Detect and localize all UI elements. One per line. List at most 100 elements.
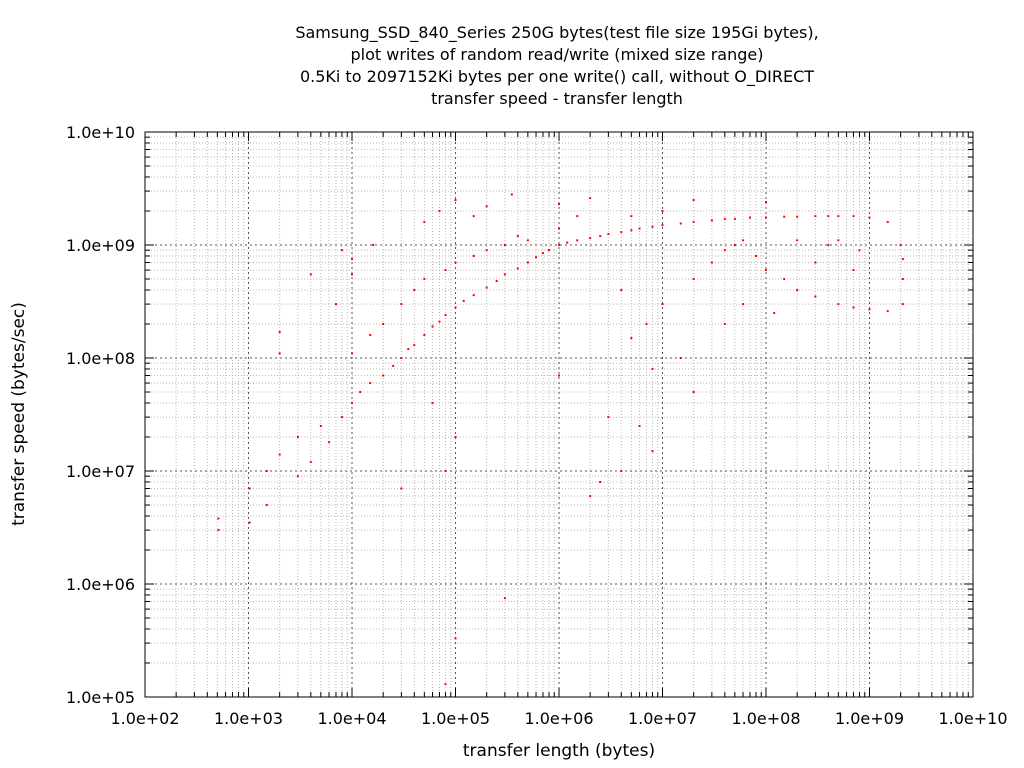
data-point — [796, 288, 799, 291]
data-point — [645, 322, 648, 325]
data-point — [400, 357, 403, 359]
data-point — [431, 325, 434, 328]
data-point — [692, 278, 695, 281]
x-tick-label: 1.0e+10 — [938, 709, 1007, 728]
data-point — [462, 299, 465, 302]
data-point — [742, 239, 745, 242]
y-tick-label: 1.0e+08 — [66, 349, 135, 368]
data-point — [454, 306, 457, 309]
data-point — [382, 374, 385, 377]
x-tick-label: 1.0e+05 — [421, 709, 490, 728]
data-point — [503, 273, 506, 276]
data-point — [661, 209, 664, 212]
data-point — [814, 261, 817, 264]
data-point — [351, 352, 353, 355]
data-point — [886, 310, 889, 313]
data-point — [309, 461, 312, 464]
data-point — [423, 220, 426, 223]
data-point — [438, 320, 441, 323]
data-point — [620, 470, 623, 472]
data-point — [651, 450, 654, 453]
data-point — [541, 251, 544, 254]
data-point — [651, 367, 654, 370]
x-tick-label: 1.0e+07 — [628, 709, 697, 728]
data-point — [733, 217, 736, 220]
data-point — [599, 235, 602, 238]
data-point — [369, 333, 372, 336]
data-point — [558, 374, 560, 377]
data-point — [526, 239, 529, 242]
data-point — [535, 256, 538, 259]
data-point — [309, 273, 312, 276]
data-point — [638, 227, 641, 230]
data-point — [651, 225, 654, 228]
data-point — [858, 249, 861, 252]
data-point — [742, 303, 745, 306]
data-point — [723, 217, 726, 220]
data-point — [495, 280, 498, 283]
data-point — [576, 239, 579, 242]
data-point — [765, 216, 767, 219]
x-tick-label: 1.0e+06 — [524, 709, 593, 728]
data-point — [485, 249, 488, 252]
data-point — [444, 683, 447, 686]
data-point — [351, 401, 353, 404]
data-point — [485, 286, 488, 289]
data-point — [837, 215, 840, 218]
data-point — [351, 273, 353, 276]
data-point — [901, 278, 904, 281]
data-point — [638, 425, 641, 428]
data-point — [589, 495, 592, 498]
data-point — [413, 288, 416, 291]
x-tick-label: 1.0e+02 — [110, 709, 179, 728]
y-tick-label: 1.0e+07 — [66, 462, 135, 481]
data-point — [217, 529, 220, 532]
data-point — [661, 303, 664, 306]
x-tick-label: 1.0e+08 — [731, 709, 800, 728]
data-point — [296, 475, 299, 478]
data-point — [369, 382, 372, 385]
data-point — [400, 487, 403, 490]
data-point — [852, 269, 855, 272]
data-point — [599, 480, 602, 483]
data-point — [765, 269, 767, 272]
data-point — [265, 504, 268, 507]
data-point — [723, 322, 726, 325]
data-point — [431, 401, 434, 404]
major-gridlines — [145, 132, 973, 697]
data-point — [901, 303, 904, 306]
data-point — [516, 235, 519, 238]
data-point — [334, 303, 337, 306]
data-point — [265, 470, 268, 472]
data-point — [692, 391, 695, 394]
data-point — [454, 199, 457, 202]
data-point — [814, 215, 817, 218]
data-point — [503, 597, 506, 600]
data-point — [444, 314, 447, 317]
data-point — [692, 220, 695, 223]
data-point — [852, 306, 855, 309]
data-point — [589, 237, 592, 240]
data-point — [372, 244, 375, 246]
y-tick-label: 1.0e+09 — [66, 236, 135, 255]
data-point — [472, 294, 475, 297]
chart-title-line-2: plot writes of random read/write (mixed … — [351, 45, 764, 64]
data-point — [278, 330, 281, 333]
data-point — [413, 344, 416, 347]
data-point — [692, 199, 695, 202]
data-point — [392, 364, 395, 367]
data-point — [382, 322, 385, 325]
data-point — [630, 337, 633, 340]
data-point — [814, 295, 817, 298]
data-point — [248, 487, 251, 490]
data-point — [566, 241, 569, 244]
data-point — [558, 244, 560, 246]
y-tick-label: 1.0e+10 — [66, 123, 135, 142]
data-point — [510, 193, 513, 196]
data-point — [837, 303, 840, 306]
data-point — [796, 215, 799, 218]
data-point — [454, 435, 457, 438]
data-point — [630, 215, 633, 218]
data-point — [359, 391, 362, 394]
